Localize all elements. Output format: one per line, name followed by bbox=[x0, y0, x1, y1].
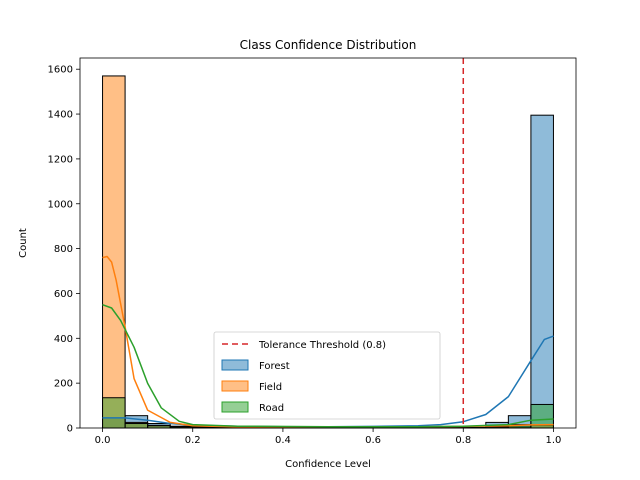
x-tick-label: 0.6 bbox=[365, 435, 381, 446]
x-axis-ticks: 0.0 0.2 0.4 0.6 0.8 1.0 bbox=[95, 428, 562, 446]
bar-road bbox=[124, 423, 149, 429]
legend-swatch-road bbox=[221, 401, 249, 413]
legend: Tolerance Threshold (0.8) Forest Field Road bbox=[213, 331, 441, 420]
legend-swatch-forest bbox=[221, 359, 249, 371]
y-axis-label: Count bbox=[18, 228, 29, 258]
y-tick-label: 1600 bbox=[48, 65, 73, 76]
kde-road bbox=[102, 303, 554, 428]
y-tick-label: 1000 bbox=[48, 199, 73, 210]
legend-label-road: Road bbox=[259, 403, 284, 414]
y-tick-label: 1200 bbox=[48, 154, 73, 165]
y-tick-label: 200 bbox=[54, 379, 73, 390]
bar-road bbox=[102, 397, 126, 429]
y-tick-label: 0 bbox=[67, 424, 73, 435]
y-axis-ticks: 0 200 400 600 800 1000 1200 1400 1600 bbox=[48, 65, 80, 435]
x-tick-label: 0.8 bbox=[455, 435, 471, 446]
y-tick-label: 400 bbox=[54, 334, 73, 345]
y-tick-label: 1400 bbox=[48, 110, 73, 121]
bar-forest bbox=[530, 114, 554, 429]
legend-label-field: Field bbox=[259, 382, 282, 393]
legend-threshold-label: Tolerance Threshold (0.8) bbox=[258, 340, 386, 351]
legend-label-forest: Forest bbox=[259, 361, 290, 372]
y-tick-label: 600 bbox=[54, 289, 73, 300]
legend-box bbox=[213, 331, 441, 420]
kde-curves bbox=[102, 255, 554, 428]
plot-frame bbox=[79, 57, 577, 429]
x-tick-label: 1.0 bbox=[546, 435, 562, 446]
bar-field bbox=[102, 75, 126, 429]
chart-title: Class Confidence Distribution bbox=[240, 38, 417, 52]
x-tick-label: 0.0 bbox=[95, 435, 111, 446]
x-axis-label: Confidence Level bbox=[285, 459, 371, 470]
x-tick-label: 0.4 bbox=[275, 435, 291, 446]
y-tick-label: 800 bbox=[54, 244, 73, 255]
x-tick-label: 0.2 bbox=[185, 435, 201, 446]
legend-swatch-field bbox=[221, 380, 249, 392]
